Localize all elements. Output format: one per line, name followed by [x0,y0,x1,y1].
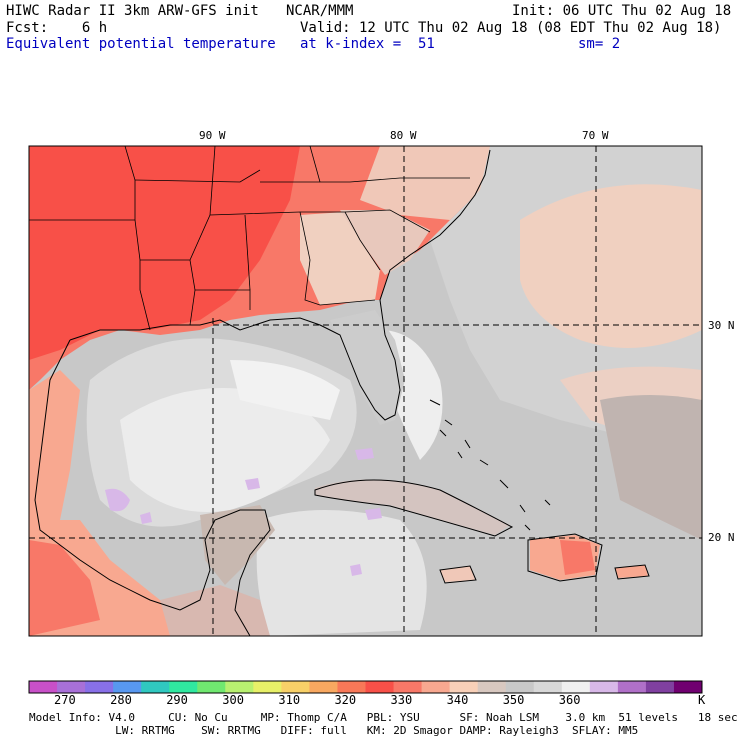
colorbar-cell [197,681,226,693]
forecast-hour: Fcst: 6 h [6,20,108,36]
colorbar-tick-label: 360 [558,693,581,707]
model-title: HIWC Radar II 3km ARW-GFS init [6,3,259,19]
colorbar-cell [141,681,170,693]
field-name: Equivalent potential temperature [6,36,276,52]
colorbar-cell [561,681,591,693]
colorbar-unit: K [698,693,706,707]
colorbar-cell [169,681,198,693]
colorbar-cell [309,681,338,693]
graticule [29,146,702,636]
colorbar-tick-label: 280 [110,693,132,707]
lon-label-70w: 70 W [582,129,609,142]
colorbar-cell [421,681,451,693]
colorbar-cell [29,681,58,693]
lat-label-30n: 30 N [708,319,735,332]
lon-label-80w: 80 W [390,129,417,142]
level-label: at k-index = 51 [300,36,435,52]
valid-time: Valid: 12 UTC Thu 02 Aug 18 (08 EDT Thu … [300,20,722,36]
colorbar-cell [673,681,703,693]
state-borders [29,146,470,331]
colorbar-tick-label: 330 [390,693,413,707]
colorbar-cell [477,681,507,693]
colorbar-tick-label: 270 [54,693,76,707]
agency-label: NCAR/MMM [286,3,354,19]
theta-e-field [29,146,702,636]
colorbar-cell [225,681,254,693]
colorbar-cell [393,681,423,693]
colorbar-cell [589,681,619,693]
map-frame [28,145,703,637]
smoothing-label: sm= 2 [578,36,621,52]
colorbar-cell [645,681,675,693]
colorbar-cell [449,681,479,693]
colorbar-tick-label: 300 [222,693,244,707]
lat-label-20n: 20 N [708,531,735,544]
init-time: Init: 06 UTC Thu 02 Aug 18 [512,3,732,19]
model-info-line2: LW: RRTMG SW: RRTMG DIFF: full KM: 2D Sm… [29,724,639,737]
colorbar-cell [617,681,647,693]
colorbar-cell [533,681,563,693]
model-info-line1: Model Info: V4.0 CU: No Cu MP: Thomp C/A… [29,711,738,724]
colorbar-cell [85,681,114,693]
colorbar-cell [505,681,535,693]
colorbar-tick-label: 350 [502,693,525,707]
colorbar-cell [281,681,310,693]
colorbar-cell [57,681,86,693]
colorbar-tick-label: 320 [334,693,357,707]
colorbar-tick-label: 340 [446,693,469,707]
lon-label-90w: 90 W [199,129,226,142]
colorbar-tick-label: 290 [166,693,188,707]
colorbar-cell [365,681,395,693]
colorbar-tick-label: 310 [278,693,301,707]
colorbar-cell [253,681,282,693]
colorbar-cell [337,681,366,693]
colorbar-cell [113,681,142,693]
